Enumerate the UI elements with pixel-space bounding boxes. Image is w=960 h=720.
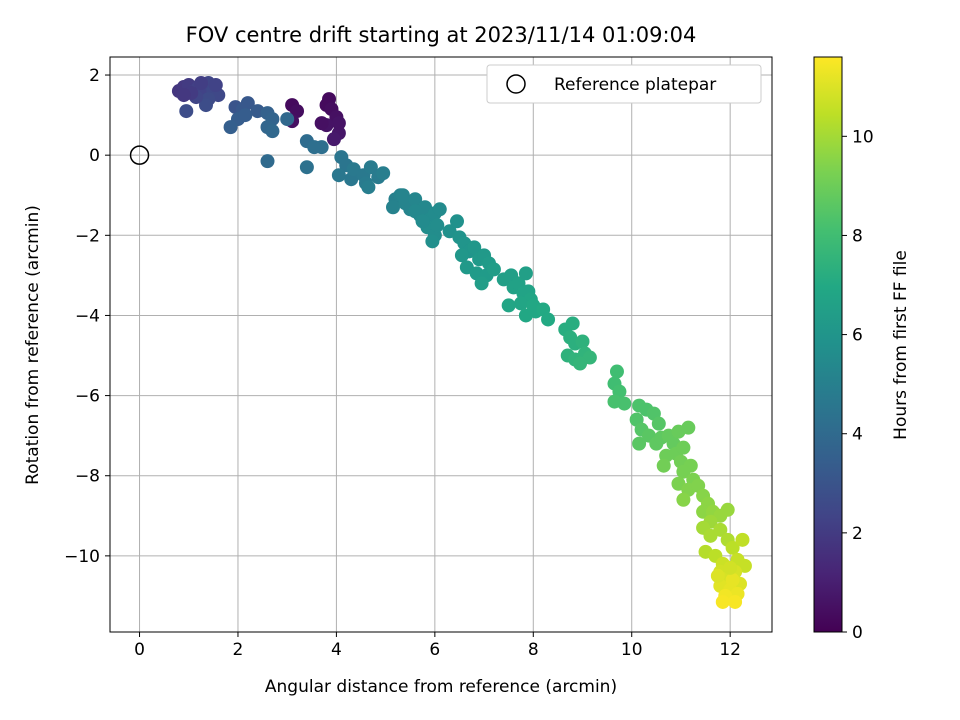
data-point [454, 248, 469, 263]
colorbar: 0 2 4 6 8 10 Hours from first FF file [813, 56, 911, 643]
colorbar-tick-label: 8 [852, 226, 863, 246]
data-point [467, 240, 482, 255]
data-point [376, 166, 391, 181]
data-point [449, 214, 464, 229]
data-point [696, 504, 711, 519]
data-point [176, 88, 191, 103]
data-point [710, 568, 725, 583]
colorbar-label: Hours from first FF file [891, 250, 911, 440]
data-point [617, 396, 632, 411]
data-point [408, 192, 423, 207]
data-point [518, 308, 533, 323]
y-tick-label: −6 [75, 387, 100, 407]
grid-lines [110, 57, 772, 632]
data-point [415, 214, 430, 229]
colorbar-tick-label: 4 [852, 425, 863, 445]
y-tick-label: −4 [75, 306, 100, 326]
y-tick-label: −10 [64, 547, 100, 567]
data-point [720, 502, 735, 517]
data-point [363, 160, 378, 175]
data-point [299, 160, 314, 175]
data-point [575, 334, 590, 349]
x-tick-label: 2 [233, 640, 244, 660]
data-point [713, 522, 728, 537]
data-point [395, 188, 410, 203]
data-point [573, 356, 588, 371]
data-point [408, 204, 423, 219]
legend-marker [506, 74, 526, 94]
y-axis-label: Rotation from reference (arcmin) [23, 205, 43, 485]
x-tick-label: 0 [134, 640, 145, 660]
y-tick-label: −8 [75, 467, 100, 487]
data-point [179, 104, 194, 119]
legend-box [486, 64, 762, 104]
colorbar-tick-label: 2 [852, 524, 863, 544]
data-point [681, 420, 696, 435]
x-axis-label: Angular distance from reference (arcmin) [265, 677, 617, 697]
data-point [331, 168, 346, 183]
data-point [651, 416, 666, 431]
data-point [198, 98, 213, 113]
plot-frame [109, 56, 773, 633]
data-point [728, 594, 743, 609]
data-point [223, 120, 238, 135]
data-point [565, 316, 580, 331]
data-point [725, 540, 740, 555]
data-point [723, 560, 738, 575]
data-point [518, 266, 533, 281]
data-point [486, 262, 501, 277]
data-point [513, 296, 528, 311]
data-point [676, 440, 691, 455]
colorbar-tick-label: 6 [852, 326, 863, 346]
x-tick-label: 8 [528, 640, 539, 660]
y-axis-ticks: −10 −8 −6 −4 −2 0 2 [64, 66, 110, 567]
data-point [676, 464, 691, 479]
data-point [656, 458, 671, 473]
data-point [240, 96, 255, 111]
data-point [208, 78, 223, 93]
y-tick-label: −2 [75, 226, 100, 246]
data-point [425, 234, 440, 249]
data-point [430, 218, 445, 233]
y-tick-label: 0 [89, 146, 100, 166]
colorbar-tick-label: 10 [852, 127, 874, 147]
colorbar-ticks: 0 2 4 6 8 10 [842, 127, 874, 643]
data-point [432, 202, 447, 217]
data-point [361, 180, 376, 195]
x-tick-label: 4 [331, 640, 342, 660]
data-point [474, 276, 489, 291]
data-point [280, 112, 295, 127]
data-point [725, 572, 740, 587]
x-tick-label: 12 [719, 640, 741, 660]
x-tick-label: 6 [429, 640, 440, 660]
data-point [386, 200, 401, 215]
data-point [501, 298, 516, 313]
legend: Reference platepar [486, 64, 762, 104]
legend-label: Reference platepar [554, 75, 716, 95]
data-point [632, 436, 647, 451]
data-point [238, 108, 253, 123]
data-point [314, 116, 329, 131]
colorbar-tick-label: 0 [852, 623, 863, 643]
data-point [541, 312, 556, 327]
reference-marker [129, 145, 150, 165]
x-tick-label: 10 [621, 640, 643, 660]
data-point [715, 594, 730, 609]
data-point [676, 492, 691, 507]
y-tick-label: 2 [89, 66, 100, 86]
chart-title: FOV centre drift starting at 2023/11/14 … [186, 23, 697, 47]
data-point [314, 140, 329, 155]
data-point [260, 154, 275, 169]
data-point [331, 116, 346, 131]
data-points [171, 76, 752, 609]
x-axis-ticks: 0 2 4 6 8 10 12 [134, 632, 741, 660]
data-point [265, 124, 280, 139]
data-point [194, 76, 209, 91]
data-point [609, 364, 624, 379]
data-point [326, 132, 341, 147]
data-point [735, 532, 750, 547]
colorbar-gradient [813, 56, 843, 633]
